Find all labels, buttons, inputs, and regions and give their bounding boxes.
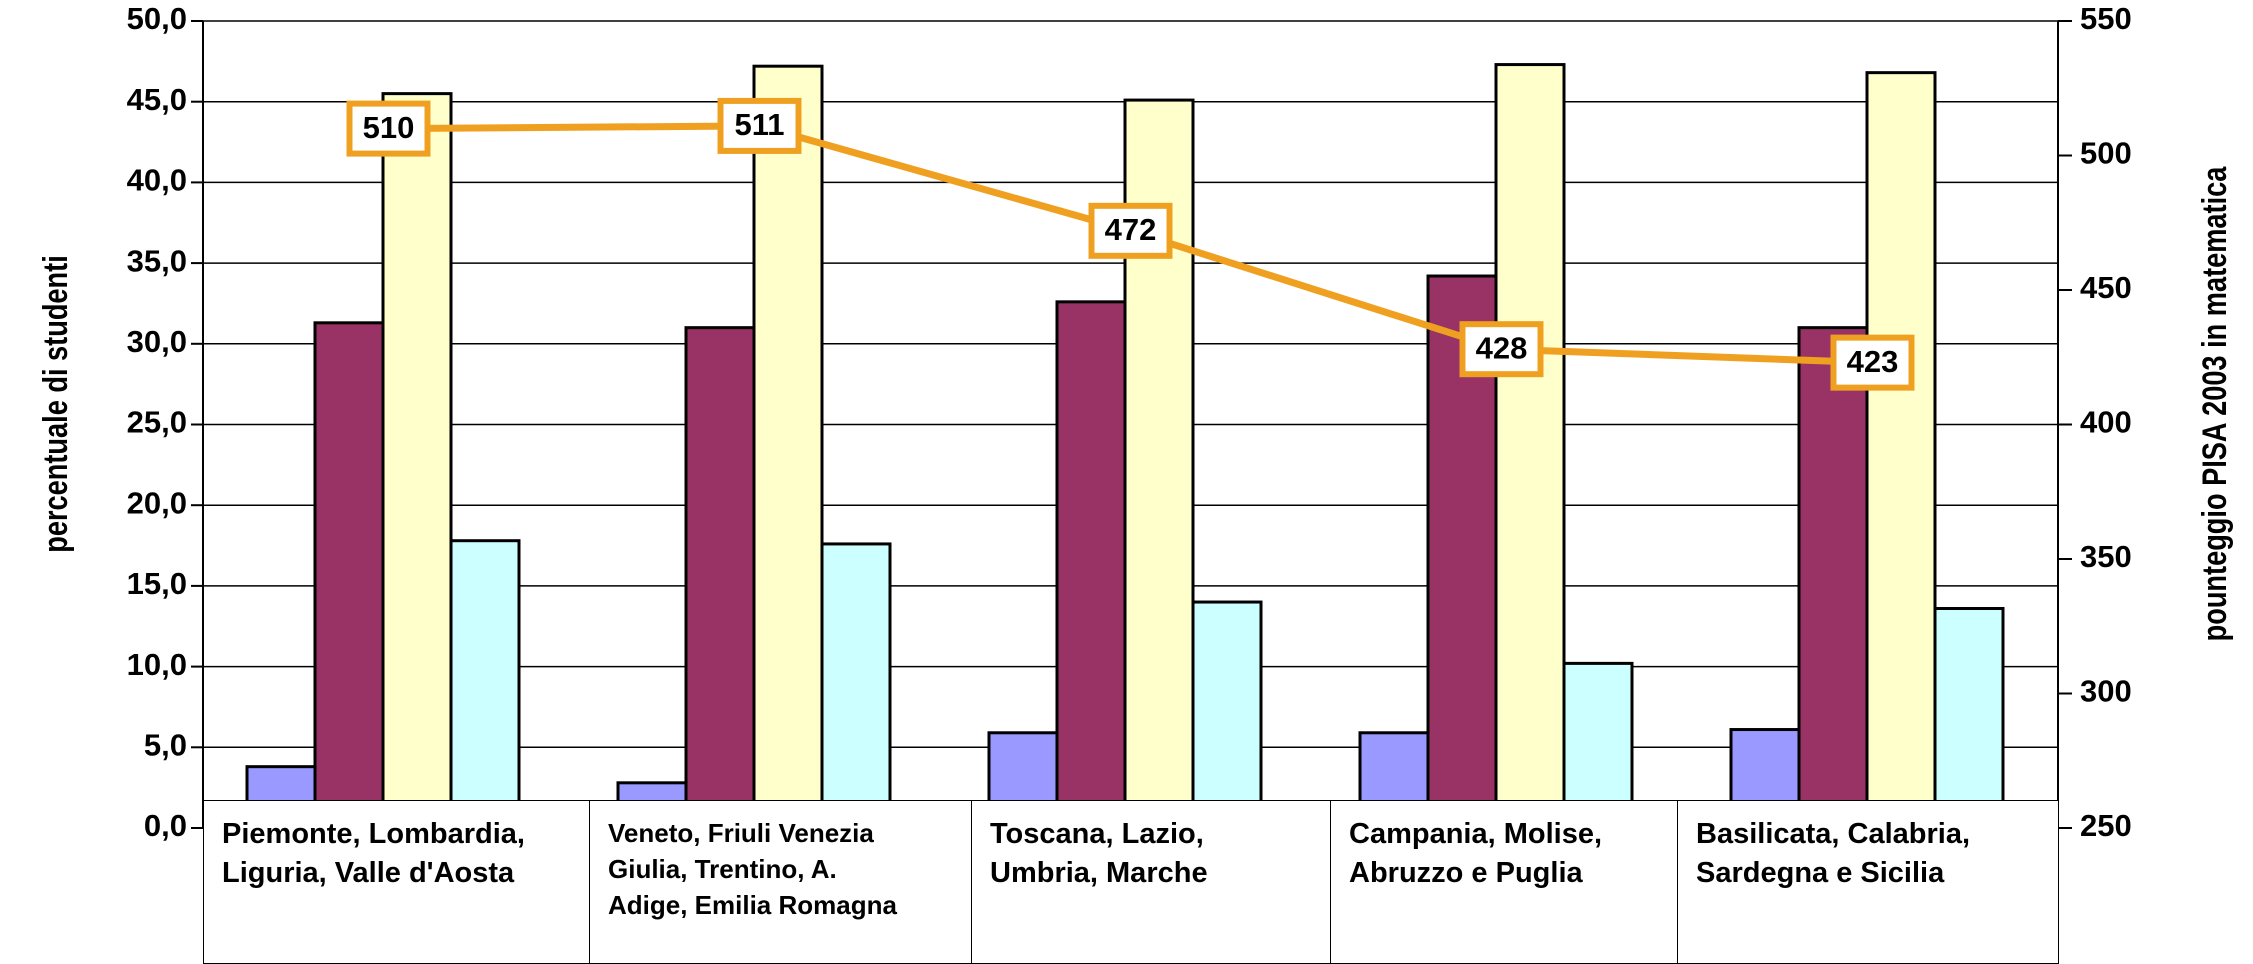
y2-tick-label: 450 xyxy=(2080,270,2132,305)
category-label: Veneto, Friuli Venezia Giulia, Trentino, … xyxy=(589,800,972,964)
bar xyxy=(820,542,892,830)
category-label: Basilicata, Calabria, Sardegna e Sicilia xyxy=(1677,800,2059,964)
y2-tick-label: 400 xyxy=(2080,405,2132,440)
score-label-box xyxy=(346,100,431,157)
category-label-line: Liguria, Valle d'Aosta xyxy=(222,857,515,889)
bar xyxy=(1494,63,1566,830)
y-tick-label: 25,0 xyxy=(127,405,187,440)
score-label-box xyxy=(1830,334,1915,391)
y-tick-label: 35,0 xyxy=(127,243,187,278)
category-label: Toscana, Lazio, Umbria, Marche xyxy=(971,800,1331,964)
y-tick-label: 0,0 xyxy=(144,808,187,843)
score-data-label: 510 xyxy=(363,110,415,145)
y-tick-label: 5,0 xyxy=(144,727,187,762)
y-tick-label: 20,0 xyxy=(127,485,187,520)
y-tick-label: 10,0 xyxy=(127,647,187,682)
score-data-label: 472 xyxy=(1105,212,1157,247)
y2-axis-title: pounteggio PISA 2003 in matematica xyxy=(2195,166,2234,642)
score-data-label: 423 xyxy=(1847,344,1899,379)
y2-tick-label: 350 xyxy=(2080,539,2132,574)
bars xyxy=(245,63,2005,830)
y-tick-label: 15,0 xyxy=(127,566,187,601)
bar xyxy=(1933,606,2005,830)
category-label: Campania, Molise, Abruzzo e Puglia xyxy=(1330,800,1678,964)
category-label: Piemonte, Lombardia, Liguria, Valle d'Aos… xyxy=(203,800,590,964)
y-tick-label: 50,0 xyxy=(127,1,187,36)
bar xyxy=(381,92,453,830)
bar xyxy=(1191,600,1263,830)
y2-tick-label: 500 xyxy=(2080,136,2132,171)
left-axis-ticks: 0,0 5,0 10,0 15,0 20,0 25,0 30,0 35,0 40,0 45,0 50… xyxy=(127,1,203,843)
category-label-line: Adige, Emilia Romagna xyxy=(608,890,897,920)
category-label-line: Giulia, Trentino, A. xyxy=(608,854,837,884)
bar xyxy=(752,64,824,830)
category-label-line: Toscana, Lazio, xyxy=(990,818,1204,850)
score-label-box xyxy=(1459,321,1544,378)
y2-tick-label: 250 xyxy=(2080,808,2132,843)
bar xyxy=(449,539,521,830)
score-data-label: 511 xyxy=(734,107,784,142)
y2-tick-label: 550 xyxy=(2080,1,2132,36)
category-label-line: Abruzzo e Puglia xyxy=(1349,857,1583,889)
category-label-line: Sardegna e Sicilia xyxy=(1696,857,1945,889)
bar xyxy=(313,321,385,830)
category-label-line: Basilicata, Calabria, xyxy=(1696,818,1971,850)
y-tick-label: 45,0 xyxy=(127,82,187,117)
y-tick-label: 40,0 xyxy=(127,163,187,198)
score-label-box xyxy=(717,97,802,154)
score-label-box xyxy=(1088,202,1173,259)
bar xyxy=(1797,326,1869,830)
right-axis-ticks: 250 300 350 400 450 500 550 xyxy=(2058,1,2132,843)
y-axis-title: percentuale di studenti xyxy=(36,255,75,553)
category-label-line: Campania, Molise, xyxy=(1349,818,1603,850)
score-line: 510 511 472 428 423 xyxy=(346,97,1915,391)
bar xyxy=(1865,71,1937,830)
category-label-line: Veneto, Friuli Venezia xyxy=(608,818,874,848)
y2-tick-label: 300 xyxy=(2080,674,2132,709)
score-data-label: 428 xyxy=(1476,330,1528,365)
bar xyxy=(684,326,756,830)
y-tick-label: 30,0 xyxy=(127,324,187,359)
category-label-line: Umbria, Marche xyxy=(990,857,1208,889)
bar xyxy=(1055,300,1127,830)
category-label-line: Piemonte, Lombardia, xyxy=(222,818,525,850)
